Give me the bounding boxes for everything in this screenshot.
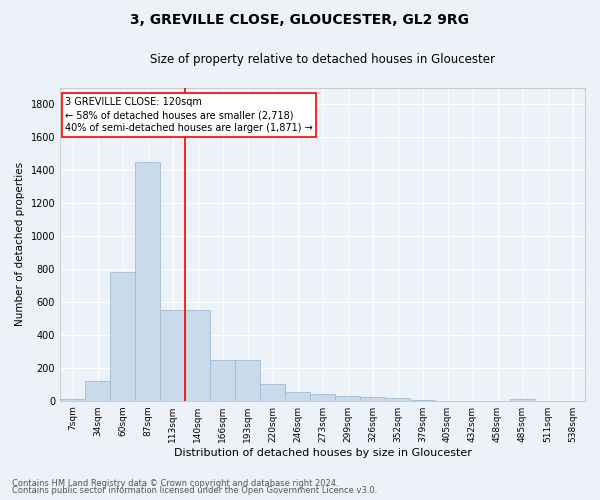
Bar: [210, 360, 235, 401]
Bar: [335, 396, 360, 400]
Text: 3 GREVILLE CLOSE: 120sqm
← 58% of detached houses are smaller (2,718)
40% of sem: 3 GREVILLE CLOSE: 120sqm ← 58% of detach…: [65, 97, 313, 134]
Bar: [110, 272, 135, 400]
Bar: [510, 399, 535, 400]
X-axis label: Distribution of detached houses by size in Gloucester: Distribution of detached houses by size …: [173, 448, 472, 458]
Bar: [135, 162, 160, 400]
Bar: [260, 384, 285, 400]
Text: Contains public sector information licensed under the Open Government Licence v3: Contains public sector information licen…: [12, 486, 377, 495]
Bar: [185, 310, 210, 400]
Bar: [360, 398, 385, 400]
Bar: [235, 360, 260, 401]
Bar: [310, 394, 335, 400]
Text: Contains HM Land Registry data © Crown copyright and database right 2024.: Contains HM Land Registry data © Crown c…: [12, 478, 338, 488]
Bar: [85, 381, 110, 400]
Text: 3, GREVILLE CLOSE, GLOUCESTER, GL2 9RG: 3, GREVILLE CLOSE, GLOUCESTER, GL2 9RG: [131, 12, 470, 26]
Y-axis label: Number of detached properties: Number of detached properties: [15, 162, 25, 326]
Title: Size of property relative to detached houses in Gloucester: Size of property relative to detached ho…: [150, 52, 495, 66]
Bar: [160, 310, 185, 400]
Bar: [385, 398, 410, 400]
Bar: [285, 392, 310, 400]
Bar: [60, 399, 85, 400]
